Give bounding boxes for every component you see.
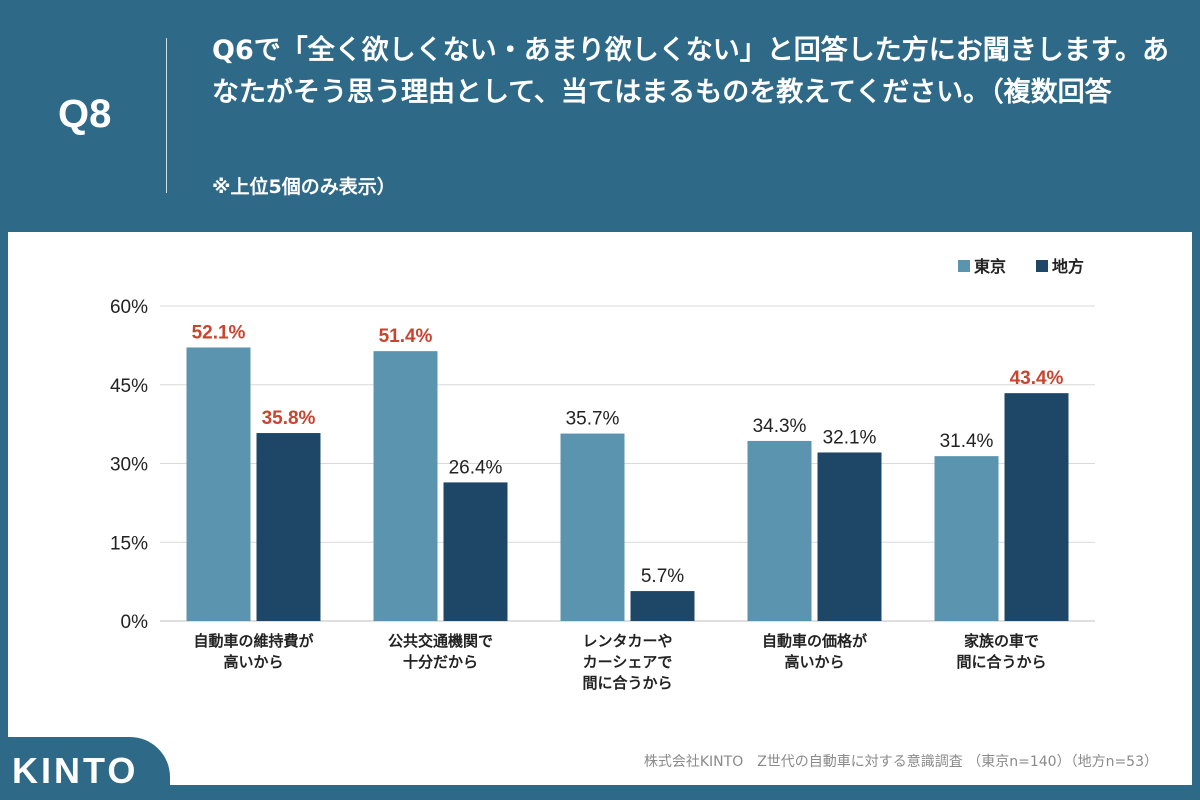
x-tick-label: 家族の車で (964, 632, 1039, 650)
x-tick-label: 自動車の維持費が (193, 632, 314, 650)
bar-chihou (256, 433, 321, 621)
x-tick-label: 十分だから (403, 653, 478, 671)
x-tick-label: 高いから (784, 653, 844, 671)
data-label: 34.3% (753, 416, 807, 437)
data-label: 35.7% (566, 409, 620, 430)
x-tick-label: 間に合うから (956, 653, 1046, 671)
bar-chihou (630, 591, 695, 621)
bar-chihou (817, 452, 882, 621)
x-tick-label: 高いから (223, 653, 283, 671)
y-tick-label: 60% (110, 297, 148, 318)
x-tick-label: 公共交通機関で (388, 632, 493, 650)
y-tick-label: 0% (121, 612, 149, 633)
x-tick-label: 間に合うから (582, 674, 672, 692)
bar-chihou (1004, 393, 1069, 621)
x-tick-label: レンタカーや (582, 632, 672, 650)
x-tick-label: カーシェアで (583, 653, 673, 671)
y-tick-label: 45% (110, 376, 148, 397)
data-label: 43.4% (1010, 368, 1064, 389)
question-note: ※上位5個のみ表示） (212, 176, 396, 198)
data-label: 31.4% (940, 431, 994, 452)
y-tick-label: 15% (110, 533, 148, 554)
legend-label: 東京 (974, 257, 1006, 276)
source-note: 株式会社KINTO Z世代の自動車に対する意識調査 （東京n=140）（地方n=… (643, 754, 1158, 770)
divider (166, 38, 167, 193)
data-label: 51.4% (379, 326, 433, 347)
bar-tokyo (934, 456, 999, 621)
legend-swatch (958, 260, 970, 272)
bar-chihou (443, 482, 508, 621)
data-label: 52.1% (192, 322, 246, 343)
question-number: Q8 (58, 92, 112, 136)
y-tick-label: 30% (110, 455, 148, 476)
bar-tokyo (560, 433, 625, 621)
data-label: 32.1% (823, 427, 877, 448)
question-title: Q6で「全く欲しくない・あまり欲しくない」と回答した方にお聞きします。あなたがそ… (212, 35, 1170, 108)
bar-tokyo (373, 351, 438, 621)
legend-swatch (1036, 260, 1048, 272)
kinto-logo: KINTO (12, 750, 139, 791)
data-label: 5.7% (641, 566, 684, 587)
data-label: 26.4% (449, 457, 503, 478)
chart-panel: 0% 15% 30% 45% 60% 52.1% 35.8% 自動車の維持費が 高いから 51.4… (8, 232, 1192, 785)
data-label: 35.8% (262, 408, 316, 429)
x-tick-label: 自動車の価格が (762, 632, 868, 650)
logo-tab (0, 737, 170, 800)
bar-chart: 0%15%30%45%60%52.1%35.8%自動車の維持費が高いから51.4… (110, 257, 1095, 692)
bar-tokyo (186, 347, 251, 621)
bar-tokyo (747, 440, 812, 621)
legend-label: 地方 (1052, 257, 1084, 276)
